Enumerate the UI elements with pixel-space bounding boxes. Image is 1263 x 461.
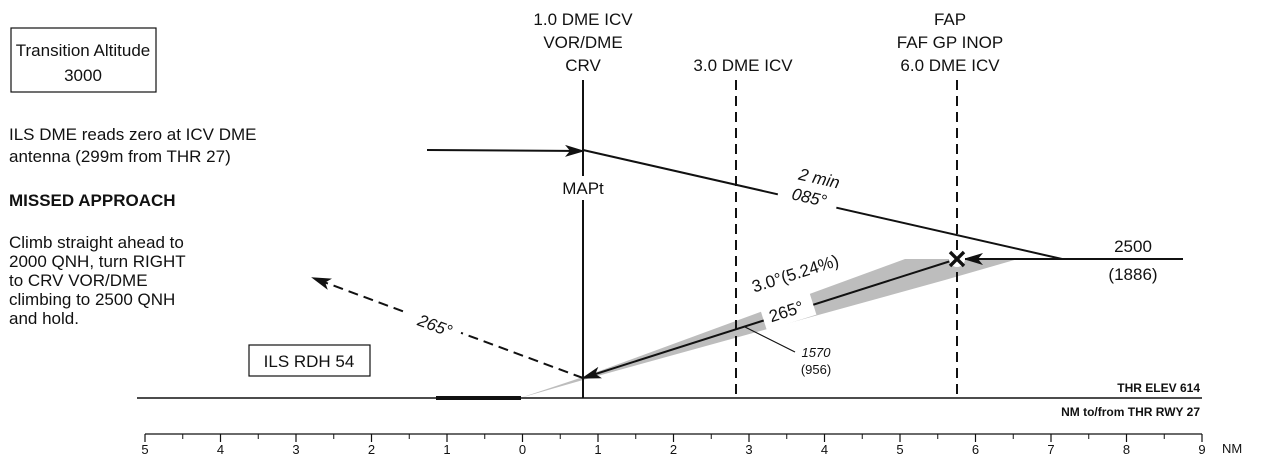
transition-altitude-box: Transition Altitude 3000 [10,27,157,93]
scale-tick-label: 0 [519,442,526,457]
missed-approach-line-4: climbing to 2500 QNH [9,290,175,309]
inbound-track-line [426,144,585,157]
scale-tick-label: 5 [141,442,148,457]
mapt-fix-line-1: 1.0 DME ICV [533,10,633,29]
missed-approach-heading: MISSED APPROACH [9,191,176,210]
spot-altitude-leader [744,326,796,353]
scale-tick-label: 5 [896,442,903,457]
scale-tick-label: 2 [670,442,677,457]
transition-altitude-value: 3000 [64,66,102,85]
rdh-box: ILS RDH 54 [248,344,371,377]
scale-tick-label: 9 [1198,442,1205,457]
distance-scale: 5 4 3 2 1 0 1 2 3 4 5 6 7 8 9 [141,433,1206,457]
dme-note: ILS DME reads zero at ICV DME antenna (2… [9,125,257,166]
scale-tick-label: 1 [443,442,450,457]
threshold-elevation-label: THR ELEV 614 [1117,381,1200,395]
altitude-main-label: 2500 [1114,237,1152,256]
spot-altitude-main: 1570 [802,345,832,360]
scale-unit-label: NM [1222,441,1242,456]
scale-tick-label: 2 [368,442,375,457]
mapt-fix-labels: 1.0 DME ICV VOR/DME CRV [533,10,633,75]
missed-approach-text: MISSED APPROACH Climb straight ahead to … [9,191,186,328]
runway-bar [436,396,521,400]
mapt-fix-line-2: VOR/DME [543,33,622,52]
scale-tick-label: 8 [1123,442,1130,457]
fap-fix-line-3: 6.0 DME ICV [900,56,1000,75]
missed-approach-line-5: and hold. [9,309,79,328]
missed-approach-line-3: to CRV VOR/DME [9,271,148,290]
rdh-label: ILS RDH 54 [264,352,355,371]
dme-note-line-1: ILS DME reads zero at ICV DME [9,125,257,144]
missed-approach-line-2: 2000 QNH, turn RIGHT [9,252,186,271]
scale-tick-label: 7 [1047,442,1054,457]
scale-tick-label: 1 [594,442,601,457]
altitude-sub-label: (1886) [1108,265,1157,284]
fap-fix-line-1: FAP [934,10,966,29]
missed-approach-line-1: Climb straight ahead to [9,233,184,252]
scale-tick-label: 3 [745,442,752,457]
fap-cross-icon [948,250,966,268]
mapt-label: MAPt [562,179,604,198]
transition-altitude-title: Transition Altitude [16,41,151,60]
mapt-fix-line-3: CRV [565,56,601,75]
scale-tick-label: 3 [292,442,299,457]
scale-tick-label: 4 [821,442,828,457]
dme3-fix-label: 3.0 DME ICV [693,56,793,75]
scale-tick-label: 6 [972,442,979,457]
fap-fix-labels: FAP FAF GP INOP 6.0 DME ICV [897,10,1003,75]
threshold-distance-label: NM to/from THR RWY 27 [1061,405,1200,419]
fap-fix-line-2: FAF GP INOP [897,33,1003,52]
scale-tick-label: 4 [217,442,224,457]
dme-note-line-2: antenna (299m from THR 27) [9,147,231,166]
spot-altitude-sub: (956) [801,362,831,377]
